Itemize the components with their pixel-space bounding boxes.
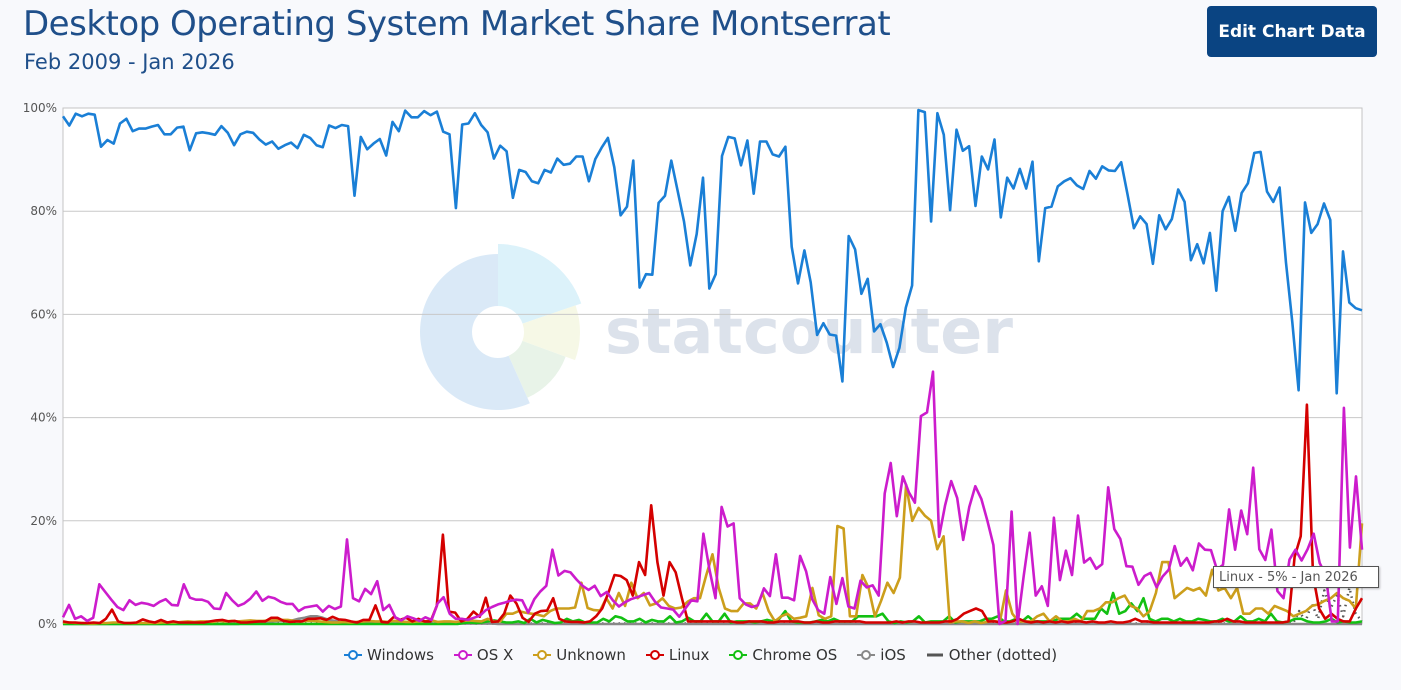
series-linux-line[interactable] (62, 403, 1364, 625)
circle-marker-icon (645, 650, 664, 660)
page-subtitle: Feb 2009 - Jan 2026 (24, 50, 235, 74)
plot-background (63, 108, 1362, 624)
chart-tooltip: Linux - 5% - Jan 2026 (1213, 566, 1379, 588)
legend-label: iOS (880, 646, 906, 664)
circle-marker-icon (453, 650, 472, 660)
page-title: Desktop Operating System Market Share Mo… (23, 4, 891, 44)
y-tick-label: 40% (30, 411, 57, 425)
series-os-x-line[interactable] (61, 370, 1364, 626)
legend-label: Windows (366, 646, 434, 664)
y-tick-label: 60% (30, 307, 57, 321)
y-tick-label: 0% (38, 617, 57, 631)
line-marker-icon (926, 653, 943, 657)
series-windows-line[interactable] (61, 108, 1363, 395)
y-tick-label: 20% (30, 514, 57, 528)
legend-item-other-dotted[interactable]: Other (dotted) (926, 646, 1057, 664)
legend-item-unknown[interactable]: Unknown (533, 646, 626, 664)
line-chart[interactable]: statcounter 0% 20% 40% 60% 80% 100% (0, 95, 1401, 635)
y-tick-label: 80% (30, 204, 57, 218)
chart-legend: Windows OS X Unknown Linux Chrome OS iOS Other… (0, 646, 1401, 664)
circle-marker-icon (533, 650, 552, 660)
statcounter-watermark: statcounter (420, 244, 1013, 410)
circle-marker-icon (729, 650, 748, 660)
legend-label: Linux (668, 646, 710, 664)
legend-item-linux[interactable]: Linux (645, 646, 710, 664)
svg-text:statcounter: statcounter (605, 295, 1013, 368)
legend-label: OS X (476, 646, 514, 664)
legend-item-windows[interactable]: Windows (343, 646, 434, 664)
chart-area: statcounter 0% 20% 40% 60% 80% 100% (0, 95, 1401, 635)
legend-label: Chrome OS (752, 646, 838, 664)
legend-label: Unknown (556, 646, 626, 664)
legend-item-chrome-os[interactable]: Chrome OS (729, 646, 837, 664)
edit-chart-data-button[interactable]: Edit Chart Data (1207, 6, 1377, 57)
y-tick-label: 100% (23, 101, 57, 115)
legend-item-ios[interactable]: iOS (857, 646, 906, 664)
circle-marker-icon (343, 650, 362, 660)
legend-label: Other (dotted) (948, 646, 1058, 664)
legend-item-os-x[interactable]: OS X (453, 646, 514, 664)
circle-marker-icon (857, 650, 876, 660)
